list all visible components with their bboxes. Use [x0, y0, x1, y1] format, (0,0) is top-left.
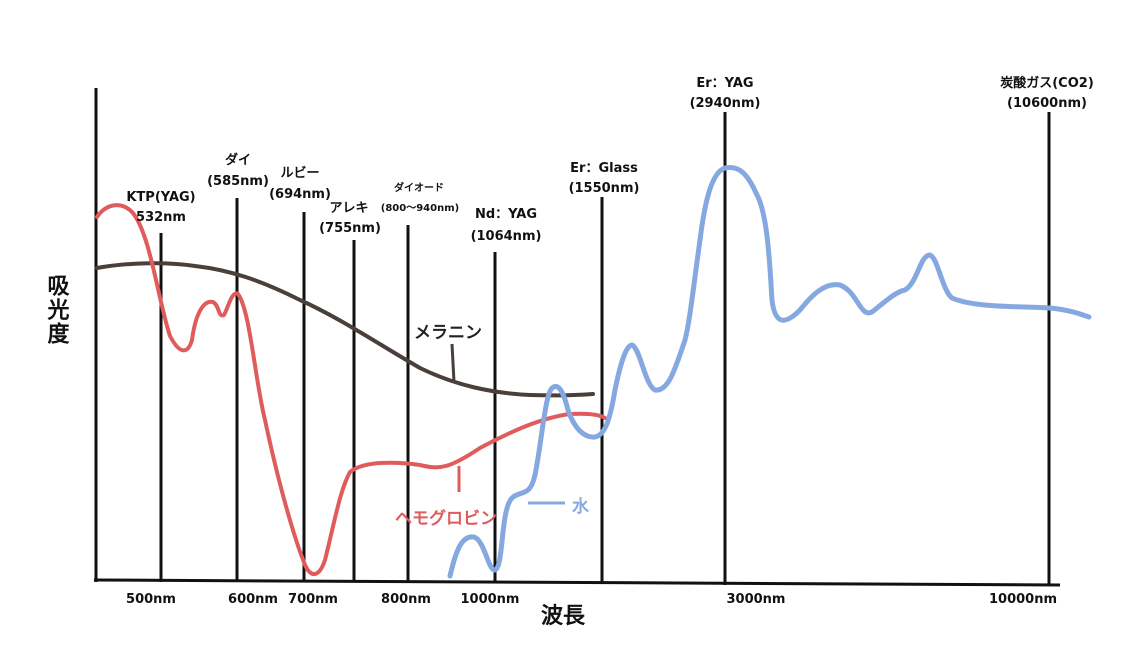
y-axis-title: 吸光度	[44, 274, 71, 346]
hemoglobin-label: ヘモグロビン	[395, 508, 497, 529]
x-tick-label: 700nm	[288, 592, 338, 607]
laser-name-ktp: KTP(YAG)	[126, 190, 195, 205]
laser-wavelength-alex: (755nm)	[319, 221, 381, 236]
x-tick-label: 600nm	[228, 592, 278, 607]
laser-name-ruby: ルビー	[280, 165, 319, 181]
laser-wavelength-ruby: (694nm)	[269, 187, 331, 202]
x-tick-labels: 500nm 600nm 700nm 800nm 1000nm 3000nm 10…	[126, 592, 1057, 607]
water-curve	[447, 164, 1092, 579]
laser-wavelength-co2: (10600nm)	[1007, 96, 1087, 111]
x-tick-label: 800nm	[381, 592, 431, 607]
laser-wavelength-erglass: (1550nm)	[569, 181, 640, 196]
laser-name-alex: アレキ	[329, 201, 368, 216]
melanin-curve	[95, 261, 595, 398]
laser-name-erglass: Er：Glass	[570, 161, 638, 176]
x-tick-label: 3000nm	[727, 592, 786, 607]
laser-name-eryag: Er：YAG	[696, 76, 753, 91]
laser-wavelength-eryag: (2940nm)	[690, 96, 761, 111]
laser-wavelength-diode: (800〜940nm)	[381, 203, 459, 214]
hemoglobin-curve	[95, 203, 607, 576]
x-tick-label: 500nm	[126, 592, 176, 607]
laser-name-dye: ダイ	[225, 152, 251, 168]
laser-wavelength-ndyag: (1064nm)	[471, 229, 542, 244]
x-tick-label: 10000nm	[989, 592, 1057, 607]
x-axis	[93, 578, 1061, 587]
laser-name-diode: ダイオード	[394, 181, 444, 194]
laser-lines	[159, 112, 1051, 586]
x-tick-label: 1000nm	[461, 592, 520, 607]
laser-name-co2: 炭酸ガス(CO2)	[1000, 75, 1094, 91]
melanin-label: メラニン	[414, 323, 482, 343]
laser-labels: KTP(YAG) 532nm ダイ (585nm) ルビー (694nm) アレ…	[126, 75, 1093, 244]
laser-wavelength-dye: (585nm)	[207, 174, 269, 189]
melanin-pointer	[450, 343, 456, 383]
water-label: 水	[572, 496, 590, 517]
laser-name-ndyag: Nd：YAG	[475, 207, 537, 222]
x-axis-title: 波長	[541, 604, 586, 629]
laser-wavelength-ktp: 532nm	[136, 210, 186, 225]
